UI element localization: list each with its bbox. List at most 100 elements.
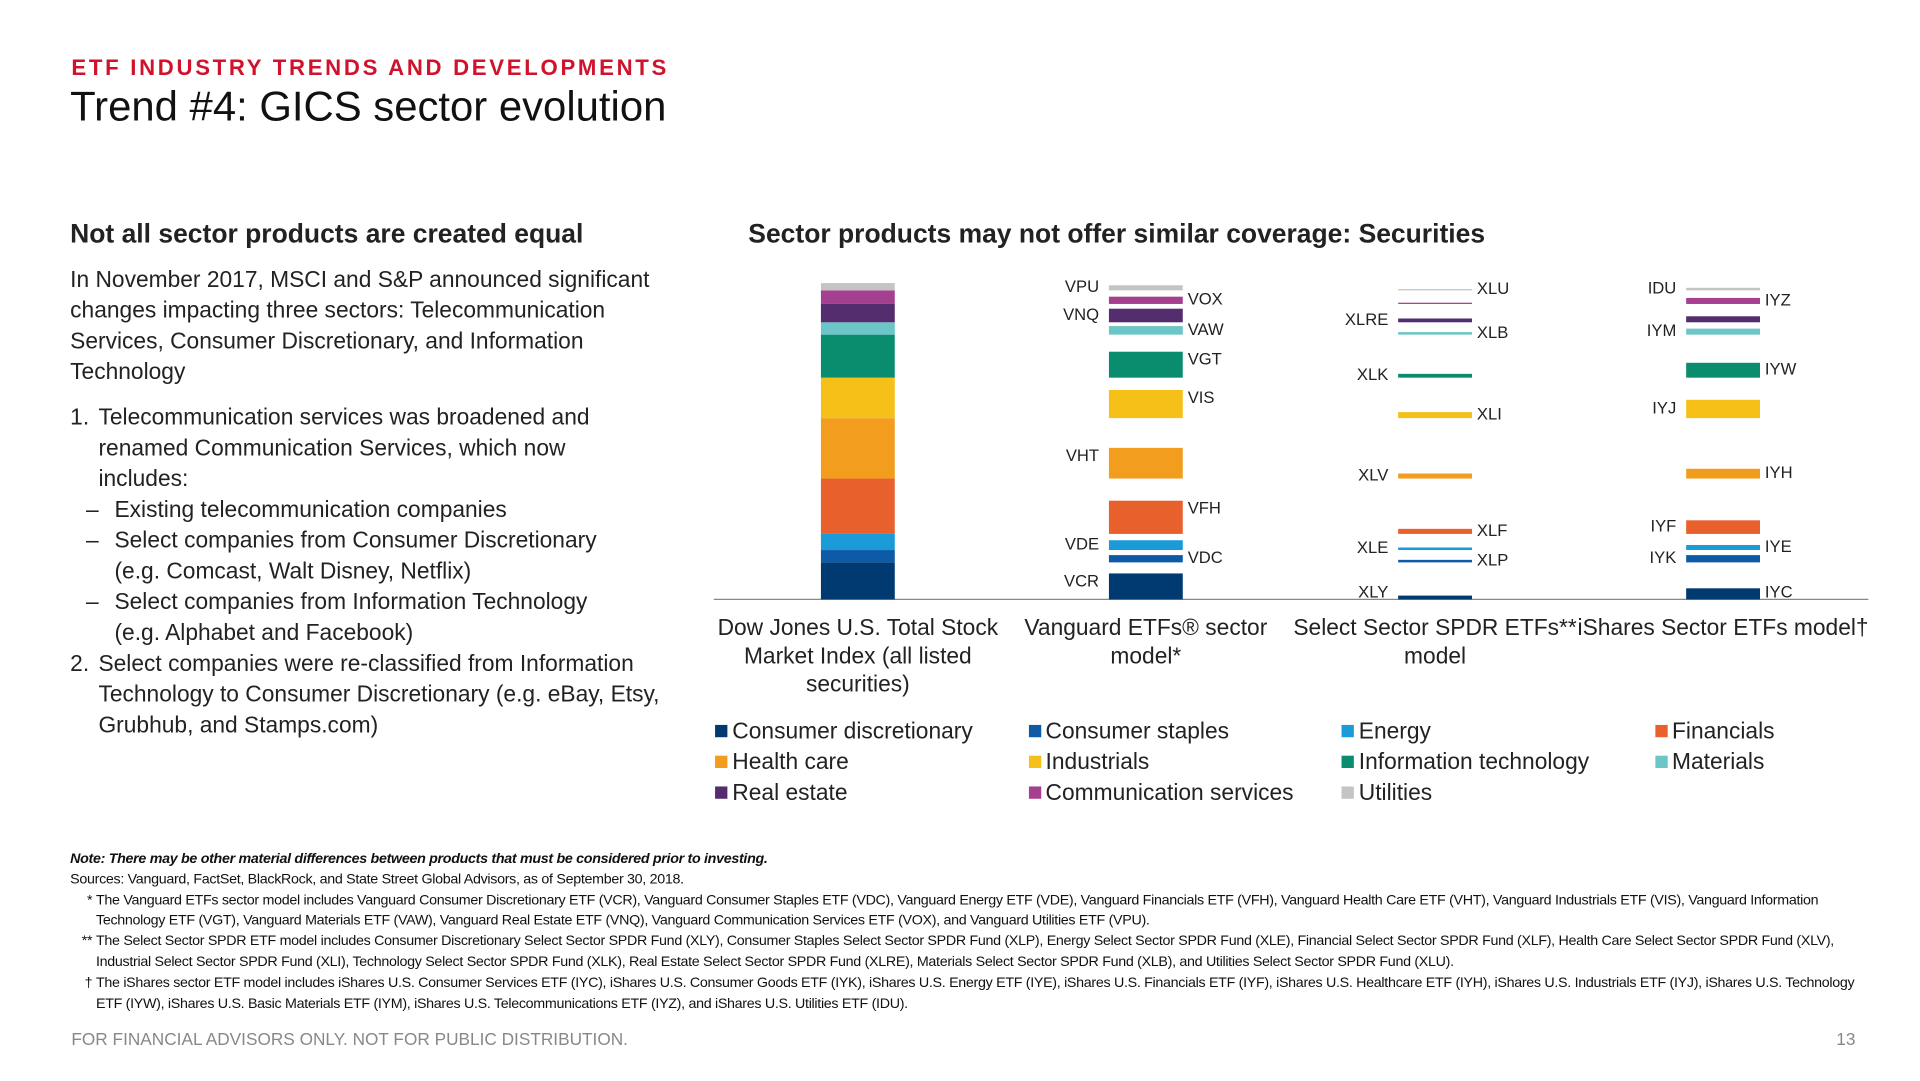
bar-segment (820, 303, 895, 323)
legend-swatch (715, 755, 728, 768)
fund-label: IDU (1648, 278, 1677, 297)
fund-label: XLK (1357, 365, 1388, 384)
bar-segment (1686, 316, 1760, 323)
fund-label: VDC (1188, 548, 1223, 567)
bar-segment (1108, 285, 1183, 291)
fund-label: XLP (1477, 551, 1508, 570)
legend-label: Industrials (1045, 748, 1150, 775)
footnote-marker: ** (81, 933, 93, 950)
list-body: Telecommunication services was broadened… (86, 401, 660, 647)
x-label: Select Sector SPDR ETFs** model (1293, 614, 1577, 669)
dash: – (85, 495, 99, 522)
bar-segment (820, 334, 895, 378)
legend-swatch (1341, 724, 1354, 738)
fund-label: VHT (1066, 446, 1099, 465)
left-text: In November 2017, MSCI and S&P announced… (70, 263, 661, 739)
fund-label: IYH (1765, 463, 1793, 482)
bar-segment (1108, 500, 1183, 534)
bar-segment (820, 562, 895, 600)
legend-entry: Utilities (1341, 779, 1433, 806)
bar-segment (1398, 547, 1472, 551)
legend-entry: Consumer discretionary (715, 718, 973, 745)
bar-segment (1686, 544, 1760, 551)
bar-segment (1398, 373, 1472, 378)
legend-swatch (1654, 755, 1668, 768)
bar-segment (1686, 468, 1760, 479)
legend-swatch (1028, 724, 1041, 738)
bar-segment (1108, 555, 1183, 563)
bar-segment (1398, 289, 1472, 291)
fund-label: VIS (1188, 388, 1215, 407)
title: Trend #4: GICS sector evolution (70, 83, 667, 131)
note: Note: There may be other material differ… (70, 850, 768, 867)
bar-segment (820, 290, 895, 304)
footnote-text: The Select Sector SPDR ETF model include… (95, 933, 1834, 970)
bar-segment (1108, 540, 1183, 551)
sub-item: – Existing telecommunication companies (70, 494, 661, 525)
legend-entry: Real estate (715, 779, 847, 806)
legend-label: Materials (1671, 748, 1765, 775)
legend-entry: Communication services (1028, 779, 1294, 806)
legend-label: Consumer discretionary (732, 717, 973, 744)
legend-swatch (1341, 786, 1354, 799)
fund-label: XLB (1477, 323, 1508, 342)
bar-segment (820, 418, 895, 479)
bar-segment (1108, 447, 1183, 479)
fund-label: XLV (1358, 465, 1388, 484)
fund-label: XLI (1477, 405, 1502, 424)
list-item: 2. Select companies were re-classified fr… (70, 647, 661, 739)
legend-swatch (1028, 786, 1041, 799)
intro: In November 2017, MSCI and S&P announced… (70, 265, 650, 384)
bar-segment (1108, 389, 1183, 419)
bar-segment (1686, 287, 1760, 291)
bar-segment (1398, 332, 1472, 335)
fund-label: IYK (1650, 548, 1677, 567)
legend-swatch (715, 786, 728, 799)
footnote-marker: * (87, 891, 93, 908)
legend-entry: Materials (1654, 748, 1765, 775)
fund-label: XLRE (1345, 310, 1388, 329)
legend-label: Health care (732, 748, 849, 775)
x-label: iShares Sector ETFs model† (1577, 614, 1869, 640)
dash: – (85, 526, 99, 553)
page-number: 13 (1836, 1028, 1856, 1049)
legend-entry: Health care (715, 748, 849, 775)
x-label: Vanguard ETFs® sector model* (1024, 614, 1268, 669)
bar-segment (1398, 412, 1472, 419)
legend-swatch (1028, 755, 1041, 768)
left-heading: Not all sector products are created equa… (70, 219, 584, 249)
list-marker: 2. (70, 649, 90, 676)
footnote-text: The Vanguard ETFs sector model includes … (95, 891, 1819, 929)
legend-swatch (1341, 755, 1354, 768)
bar-segment (1108, 296, 1183, 304)
sub-text: Select companies from Consumer Discretio… (114, 526, 597, 584)
chart-title: Sector products may not offer similar co… (748, 219, 1486, 249)
dash: – (85, 588, 99, 615)
legend-label: Utilities (1358, 779, 1433, 805)
fund-label: IYE (1765, 537, 1792, 556)
legend-entry: Industrials (1028, 748, 1149, 775)
legend-label: Consumer staples (1045, 717, 1230, 744)
fund-label: IYJ (1652, 398, 1676, 417)
legend-label: Communication services (1045, 779, 1294, 805)
bar-segment (1398, 595, 1472, 600)
fund-label: IYC (1765, 583, 1793, 602)
bar-segment (820, 322, 895, 335)
legend-entry: Energy (1341, 718, 1431, 745)
footer: FOR FINANCIAL ADVISORS ONLY. NOT FOR PUB… (71, 1028, 628, 1049)
footnote: † The iShares sector ETF model includes i… (70, 973, 1867, 1014)
bar-segment (1686, 399, 1760, 419)
bar-segment (1686, 555, 1760, 563)
bar-segment (1108, 573, 1183, 600)
fund-label: IYM (1647, 321, 1677, 340)
sub-item: – Select companies from Information Techn… (70, 586, 661, 648)
fund-label: IYF (1650, 516, 1676, 535)
bar-segment (820, 533, 895, 551)
legend-label: Information technology (1358, 748, 1590, 775)
bar-segment (1686, 520, 1760, 534)
fund-label: VDE (1065, 535, 1099, 554)
bar-segment (1686, 328, 1760, 335)
bar-segment (1398, 318, 1472, 323)
